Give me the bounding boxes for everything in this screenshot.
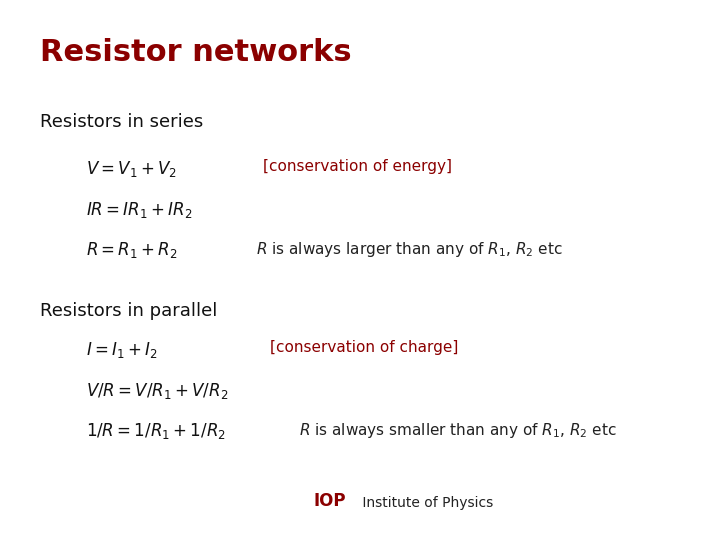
Text: Resistors in series: Resistors in series bbox=[40, 113, 203, 131]
Text: $IR = IR_1 + IR_2$: $IR = IR_1 + IR_2$ bbox=[86, 200, 193, 220]
Text: $R$ is always larger than any of $R_1$, $R_2$ etc: $R$ is always larger than any of $R_1$, … bbox=[256, 240, 562, 259]
Text: $V/R = V/R_1 + V/R_2$: $V/R = V/R_1 + V/R_2$ bbox=[86, 381, 229, 401]
Text: $R$ is always smaller than any of $R_1$, $R_2$ etc: $R$ is always smaller than any of $R_1$,… bbox=[299, 421, 616, 440]
Text: Institute of Physics: Institute of Physics bbox=[358, 496, 493, 510]
Text: Resistors in parallel: Resistors in parallel bbox=[40, 302, 217, 320]
Text: $1/R = 1/R_1 + 1/R_2$: $1/R = 1/R_1 + 1/R_2$ bbox=[86, 421, 226, 441]
Text: $R = R_1 + R_2$: $R = R_1 + R_2$ bbox=[86, 240, 178, 260]
Text: [conservation of charge]: [conservation of charge] bbox=[270, 340, 459, 355]
Text: IOP: IOP bbox=[313, 492, 346, 510]
Text: [conservation of energy]: [conservation of energy] bbox=[263, 159, 452, 174]
Text: $I = I_1 + I_2$: $I = I_1 + I_2$ bbox=[86, 340, 158, 360]
Text: Resistor networks: Resistor networks bbox=[40, 38, 351, 67]
Text: $V = V_1+ V_2$: $V = V_1+ V_2$ bbox=[86, 159, 178, 179]
